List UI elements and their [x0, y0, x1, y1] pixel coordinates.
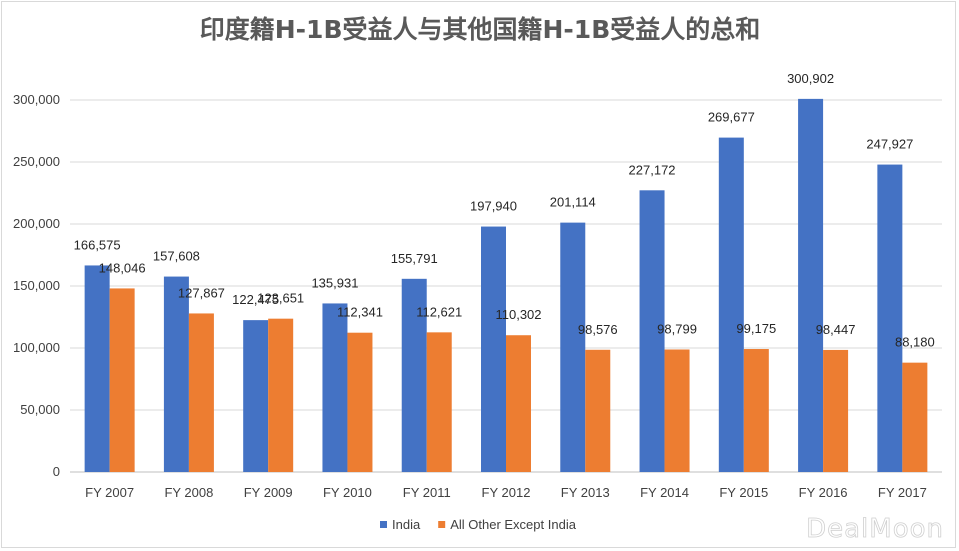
data-label-india: 227,172 — [629, 162, 676, 177]
data-labels: 166,575 148,046 157,608 127,867 122,475123,6… — [74, 71, 935, 350]
x-tick-label: FY 2014 — [640, 485, 689, 500]
data-label-india: 122,475 — [232, 292, 279, 307]
data-label-india: 247,927 — [866, 137, 913, 152]
data-label-all-other: 110,302 — [495, 307, 541, 322]
y-tick-label: 100,000 — [13, 340, 60, 355]
x-tick-label: FY 2017 — [878, 485, 927, 500]
data-label-india: 166,575 — [74, 237, 121, 252]
x-tick-label: FY 2015 — [719, 485, 768, 500]
x-tick-label: FY 2009 — [244, 485, 293, 500]
bar-all-other — [109, 288, 135, 472]
bars — [84, 98, 928, 473]
bar-india — [798, 98, 824, 472]
data-label-india: 157,608 — [153, 249, 200, 264]
x-tick-label: FY 2007 — [85, 485, 134, 500]
bar-all-other — [426, 332, 452, 472]
bar-all-other — [506, 335, 531, 472]
bar-india — [481, 226, 506, 472]
data-label-india: 135,931 — [311, 275, 358, 290]
bar-all-other — [664, 349, 690, 472]
chart-title: 印度籍H-1B受益人与其他国籍H-1B受益人的总和 — [200, 15, 761, 44]
bar-all-other — [347, 332, 373, 472]
bar-all-other — [188, 313, 214, 472]
gridlines — [70, 99, 942, 473]
x-tick-label: FY 2010 — [323, 485, 372, 500]
x-tick-label: FY 2008 — [164, 485, 213, 500]
data-label-all-other: 112,341 — [337, 305, 383, 320]
bar-india — [877, 164, 903, 472]
bar-all-other — [902, 362, 928, 472]
bar-india — [639, 190, 665, 473]
watermark-logo: DealMoon — [806, 514, 944, 544]
bar-india — [560, 222, 586, 472]
axes: 0 50,000 100,000 150,000 200,000 250,000 300,0… — [13, 92, 927, 500]
data-label-all-other: 127,867 — [178, 285, 225, 300]
data-label-all-other: 112,621 — [416, 304, 462, 319]
legend: India All Other Except India — [380, 517, 577, 532]
y-tick-label: 50,000 — [20, 402, 60, 417]
data-label-india: 201,114 — [550, 195, 596, 210]
legend-label: India — [392, 517, 421, 532]
x-tick-label: FY 2012 — [482, 485, 531, 500]
y-tick-label: 150,000 — [13, 278, 60, 293]
data-label-all-other: 98,576 — [578, 322, 618, 337]
bar-india — [163, 276, 189, 472]
legend-swatch — [438, 521, 446, 528]
data-label-all-other: 148,046 — [99, 260, 146, 275]
bar-india — [243, 320, 269, 472]
bar-all-other — [743, 349, 769, 472]
data-label-india: 269,677 — [708, 110, 755, 125]
bar-india — [401, 278, 427, 472]
y-tick-label: 300,000 — [13, 92, 60, 107]
data-label-all-other: 98,799 — [657, 321, 697, 336]
data-label-all-other: 98,447 — [816, 322, 856, 337]
legend-label: All Other Except India — [450, 517, 576, 532]
y-tick-label: 0 — [53, 464, 60, 479]
bar-all-other — [268, 318, 294, 472]
y-tick-label: 200,000 — [13, 216, 60, 231]
data-label-india: 300,902 — [787, 71, 834, 86]
bar-all-other — [585, 349, 611, 472]
y-tick-label: 250,000 — [13, 154, 60, 169]
bar-india — [322, 303, 348, 472]
data-label-india: 155,791 — [391, 251, 438, 266]
x-tick-label: FY 2013 — [561, 485, 610, 500]
data-label-all-other: 88,180 — [895, 335, 935, 350]
data-label-all-other: 99,175 — [736, 321, 776, 336]
data-label-all-other: 123,651 — [257, 291, 304, 306]
bar-india — [718, 137, 744, 472]
data-label-india: 197,940 — [470, 199, 517, 214]
bar-all-other — [823, 349, 849, 472]
bar-india — [84, 265, 110, 472]
x-tick-label: FY 2016 — [799, 485, 848, 500]
legend-swatch — [380, 521, 387, 528]
x-tick-label: FY 2011 — [403, 485, 451, 500]
